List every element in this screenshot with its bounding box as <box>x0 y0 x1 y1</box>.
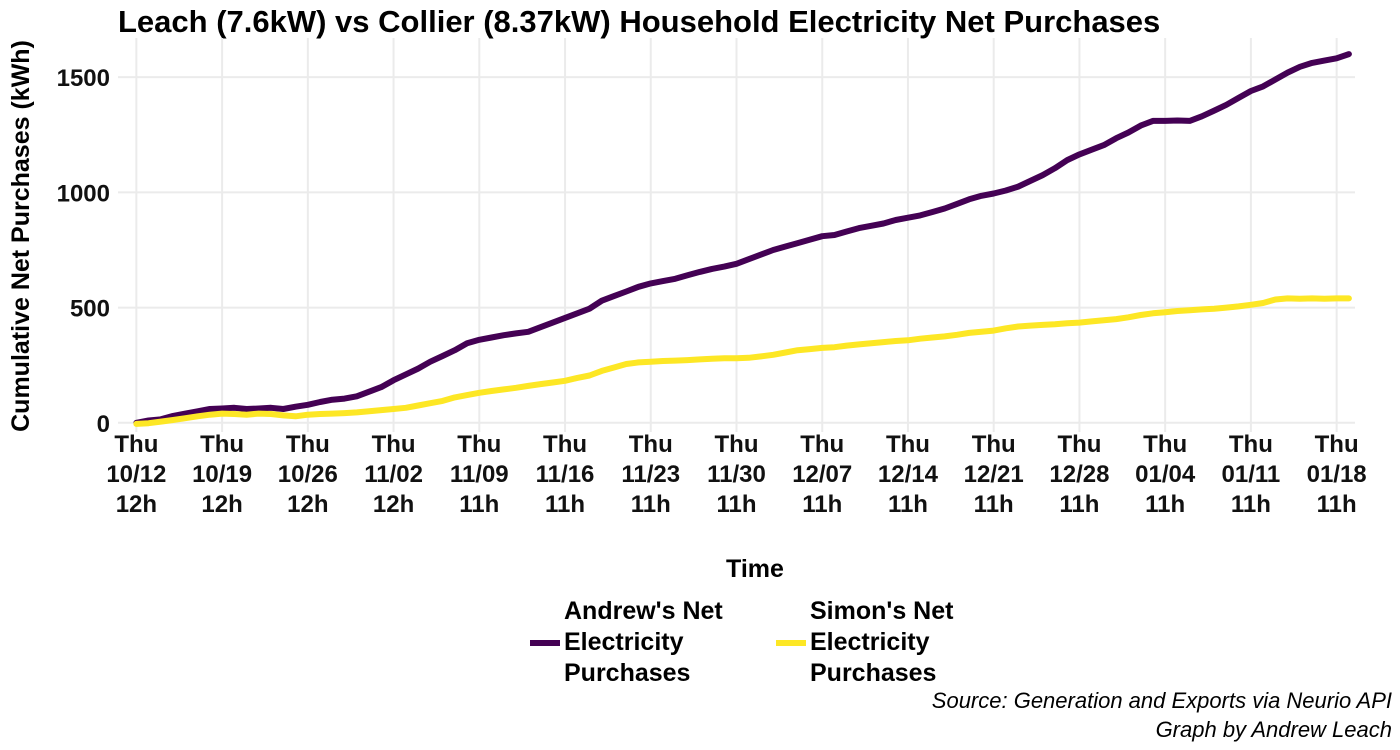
x-tick-label: Thu 11/02 12h <box>364 431 423 518</box>
y-tick-label: 0 <box>97 411 110 438</box>
legend: Andrew's Net Electricity Purchases Simon… <box>530 596 1022 689</box>
x-tick-label: Thu 12/28 11h <box>1049 431 1109 518</box>
caption-credit: Graph by Andrew Leach <box>1155 717 1392 742</box>
x-tick-label: Thu 12/07 11h <box>792 431 852 518</box>
y-axis-title: Cumulative Net Purchases (kWh) <box>7 40 35 432</box>
x-tick-label: Thu 11/23 11h <box>621 431 680 518</box>
x-tick-label: Thu 10/26 12h <box>278 431 338 518</box>
series-lines <box>133 51 1352 427</box>
y-tick-label: 500 <box>70 296 110 323</box>
x-tick-label: Thu 11/30 11h <box>707 431 766 518</box>
legend-key-andrew <box>530 639 560 646</box>
legend-key-simon <box>776 639 806 646</box>
legend-item-andrew: Andrew's Net Electricity Purchases <box>530 596 764 689</box>
x-tick-label: Thu 11/09 11h <box>450 431 509 518</box>
series-line-andrew <box>133 51 1352 426</box>
x-tick-label: Thu 12/21 11h <box>964 431 1024 518</box>
x-tick-label: Thu 11/16 11h <box>536 431 595 518</box>
x-axis-ticks: Thu 10/12 12h Thu 10/19 12h Thu 10/26 12h Thu 11/0… <box>106 431 1366 518</box>
y-tick-label: 1000 <box>57 180 110 207</box>
x-tick-label: Thu 01/18 11h <box>1307 431 1367 518</box>
y-tick-label: 1500 <box>57 65 110 92</box>
x-tick-label: Thu 10/19 12h <box>192 431 252 518</box>
legend-item-simon: Simon's Net Electricity Purchases <box>776 596 1010 689</box>
legend-label-andrew: Andrew's Net Electricity Purchases <box>564 597 723 687</box>
chart-title: Leach (7.6kW) vs Collier (8.37kW) Househ… <box>118 4 1161 39</box>
x-tick-label: Thu 10/12 12h <box>106 431 166 518</box>
y-axis-ticks: 0 500 1000 1500 <box>57 65 110 438</box>
caption: Source: Generation and Exports via Neuri… <box>932 686 1392 744</box>
caption-source: Source: Generation and Exports via Neuri… <box>931 688 1392 713</box>
grid-lines <box>118 38 1355 432</box>
x-tick-label: Thu 12/14 11h <box>878 431 939 518</box>
x-tick-label: Thu 01/11 11h <box>1222 431 1281 518</box>
series-line-simon <box>133 295 1352 427</box>
legend-label-simon: Simon's Net Electricity Purchases <box>810 597 954 687</box>
x-tick-label: Thu 01/04 11h <box>1135 431 1196 518</box>
x-axis-title: Time <box>726 555 784 583</box>
